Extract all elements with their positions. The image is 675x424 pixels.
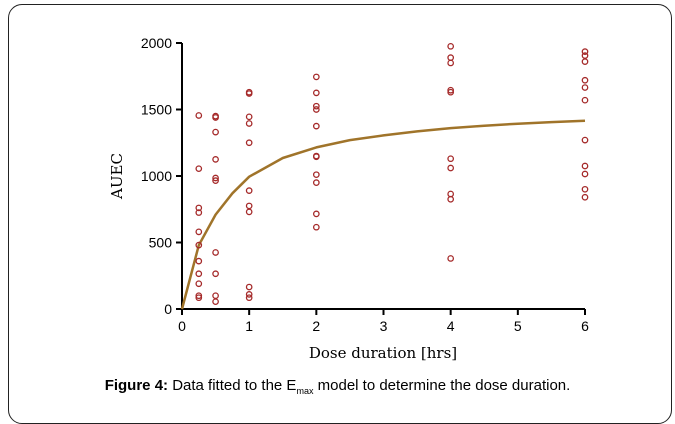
x-tick-label: 5 <box>514 318 522 334</box>
data-point <box>245 90 253 97</box>
data-point <box>195 294 203 302</box>
data-point <box>212 249 219 256</box>
data-point <box>581 185 589 193</box>
data-point <box>195 112 203 119</box>
data-point <box>447 190 455 198</box>
data-point <box>581 84 589 91</box>
data-point <box>245 139 253 147</box>
data-point <box>212 298 219 306</box>
data-point <box>581 76 589 84</box>
data-point <box>312 106 320 113</box>
data-point <box>195 292 203 300</box>
y-tick-label: 500 <box>149 235 173 251</box>
data-point <box>212 177 219 185</box>
data-point <box>581 193 589 201</box>
data-point <box>447 255 455 262</box>
data-point <box>245 291 253 298</box>
data-point <box>312 171 320 179</box>
scatter-chart: 0 1 2 3 4 5 6 0 500 1000 1500 2000 Dose duration [h… <box>108 35 589 362</box>
data-point <box>447 54 455 61</box>
data-point <box>195 280 203 288</box>
data-point <box>447 155 455 163</box>
data-point <box>245 113 253 121</box>
data-point <box>195 204 203 212</box>
caption-subscript: max <box>296 386 314 396</box>
data-point <box>245 202 253 210</box>
data-point <box>447 88 455 96</box>
x-tick-label: 2 <box>312 318 320 334</box>
y-tick-label: 0 <box>164 301 172 317</box>
data-point <box>312 210 320 218</box>
figure-caption: Figure 4: Data fitted to the Emax model … <box>0 377 675 396</box>
data-point <box>312 122 320 130</box>
caption-text-after: model to determine the dose duration. <box>313 377 571 394</box>
data-point <box>581 96 589 104</box>
data-point <box>245 187 253 194</box>
data-point <box>245 294 253 302</box>
data-point <box>581 58 589 65</box>
data-point <box>581 136 589 144</box>
data-point <box>212 174 219 182</box>
data-point <box>195 241 203 249</box>
data-point <box>195 209 203 216</box>
data-point <box>212 292 219 300</box>
x-tick-label: 3 <box>380 318 388 334</box>
x-tick-label: 4 <box>447 318 455 334</box>
data-point <box>245 120 253 127</box>
data-point <box>312 89 320 97</box>
x-axis-title: Dose duration [hrs] <box>309 344 457 362</box>
fit-curve-layer <box>180 119 586 310</box>
data-point <box>447 59 455 67</box>
data-point <box>581 170 589 178</box>
caption-text-before: Data fitted to the E <box>168 377 297 394</box>
data-point <box>212 156 219 163</box>
x-tick-label: 0 <box>178 318 186 334</box>
data-point <box>195 270 203 278</box>
fit-curve <box>180 119 586 310</box>
data-point <box>195 228 203 236</box>
data-point <box>581 48 589 55</box>
points-layer <box>195 42 589 306</box>
data-point <box>212 128 219 136</box>
data-point <box>447 164 455 172</box>
y-tick-label: 1500 <box>141 102 172 118</box>
data-point <box>212 270 219 278</box>
data-point <box>245 208 253 216</box>
y-axis-title: AUEC <box>108 153 126 200</box>
data-point <box>195 257 203 265</box>
data-point <box>245 283 253 291</box>
data-point <box>581 162 589 170</box>
data-point <box>447 86 455 94</box>
x-tick-label: 1 <box>245 318 253 334</box>
data-point <box>312 73 320 81</box>
y-tick-label: 1000 <box>141 168 172 184</box>
data-point <box>312 102 320 110</box>
data-point <box>195 165 203 173</box>
data-point <box>312 153 320 161</box>
data-point <box>312 179 320 186</box>
caption-label: Figure 4: <box>104 377 169 394</box>
data-point <box>212 114 219 121</box>
x-tick-label: 6 <box>581 318 589 334</box>
y-tick-label: 2000 <box>141 35 172 51</box>
axes: 0 1 2 3 4 5 6 0 500 1000 1500 2000 <box>141 35 589 334</box>
data-point <box>447 195 455 203</box>
data-point <box>447 42 455 50</box>
data-point <box>312 223 320 231</box>
